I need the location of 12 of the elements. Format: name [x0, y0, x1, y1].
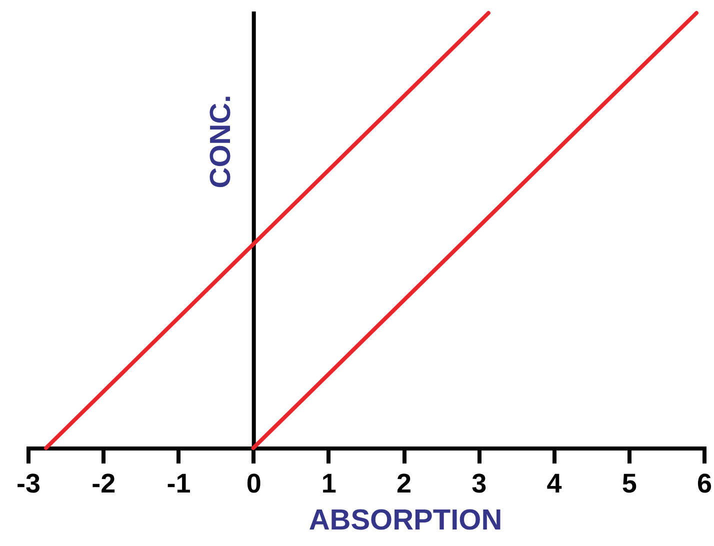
x-tick-label: -2: [92, 468, 116, 498]
y-axis-title: CONC.: [204, 94, 237, 188]
x-tick-label: 5: [622, 468, 637, 498]
x-axis-title: ABSORPTION: [308, 504, 502, 536]
x-tick-label: 1: [321, 468, 336, 498]
x-tick-label: -1: [166, 468, 191, 498]
x-tick-label: 6: [696, 468, 712, 498]
x-tick-label: 4: [546, 468, 562, 498]
x-tick-label: 2: [396, 468, 412, 498]
x-tick-label: 3: [472, 468, 487, 498]
x-tick-label: 0: [246, 468, 262, 498]
x-tick-label: -3: [16, 468, 41, 498]
